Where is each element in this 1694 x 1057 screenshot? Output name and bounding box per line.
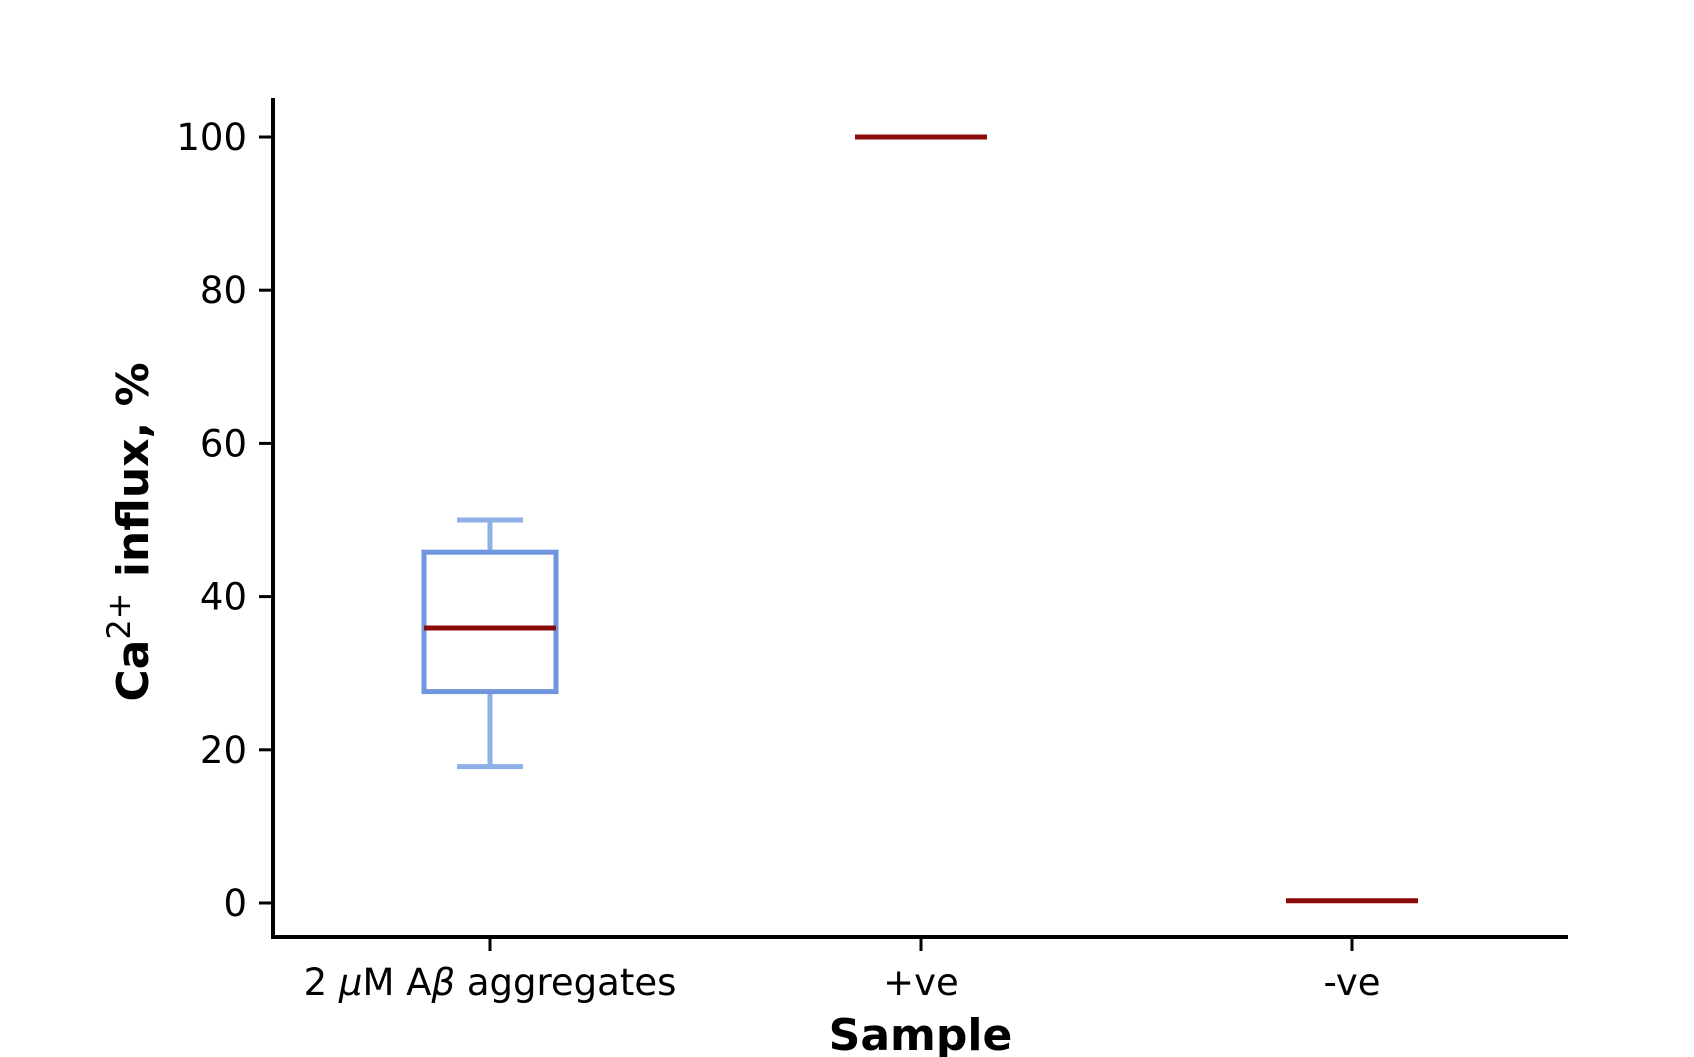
x-tick-label: -ve bbox=[1323, 961, 1380, 1004]
y-tick-label: 60 bbox=[200, 422, 247, 465]
y-tick-label: 0 bbox=[223, 882, 247, 925]
x-tick-label: 2 μM Aβ aggregates bbox=[304, 961, 677, 1004]
y-axis-title-superscript: 2+ bbox=[100, 593, 138, 640]
y-tick-label: 80 bbox=[200, 269, 247, 312]
y-axis-title: Ca2+ influx, % bbox=[100, 362, 159, 701]
x-tick-label: +ve bbox=[883, 961, 959, 1004]
box-group bbox=[421, 517, 559, 770]
y-axis-title-prefix: Ca bbox=[108, 640, 159, 702]
y-ticks: 0 20 40 60 80 100 bbox=[176, 116, 273, 925]
y-tick-label: 20 bbox=[200, 729, 247, 772]
y-tick-label: 40 bbox=[200, 576, 247, 619]
plot-area bbox=[421, 134, 1418, 904]
y-axis-title-suffix: influx, % bbox=[108, 362, 159, 592]
y-tick-label: 100 bbox=[176, 116, 247, 159]
iqr-box bbox=[421, 549, 559, 695]
x-axis-title: Sample bbox=[829, 1010, 1013, 1057]
x-ticks: 2 μM Aβ aggregates +ve -ve bbox=[304, 937, 1381, 1004]
